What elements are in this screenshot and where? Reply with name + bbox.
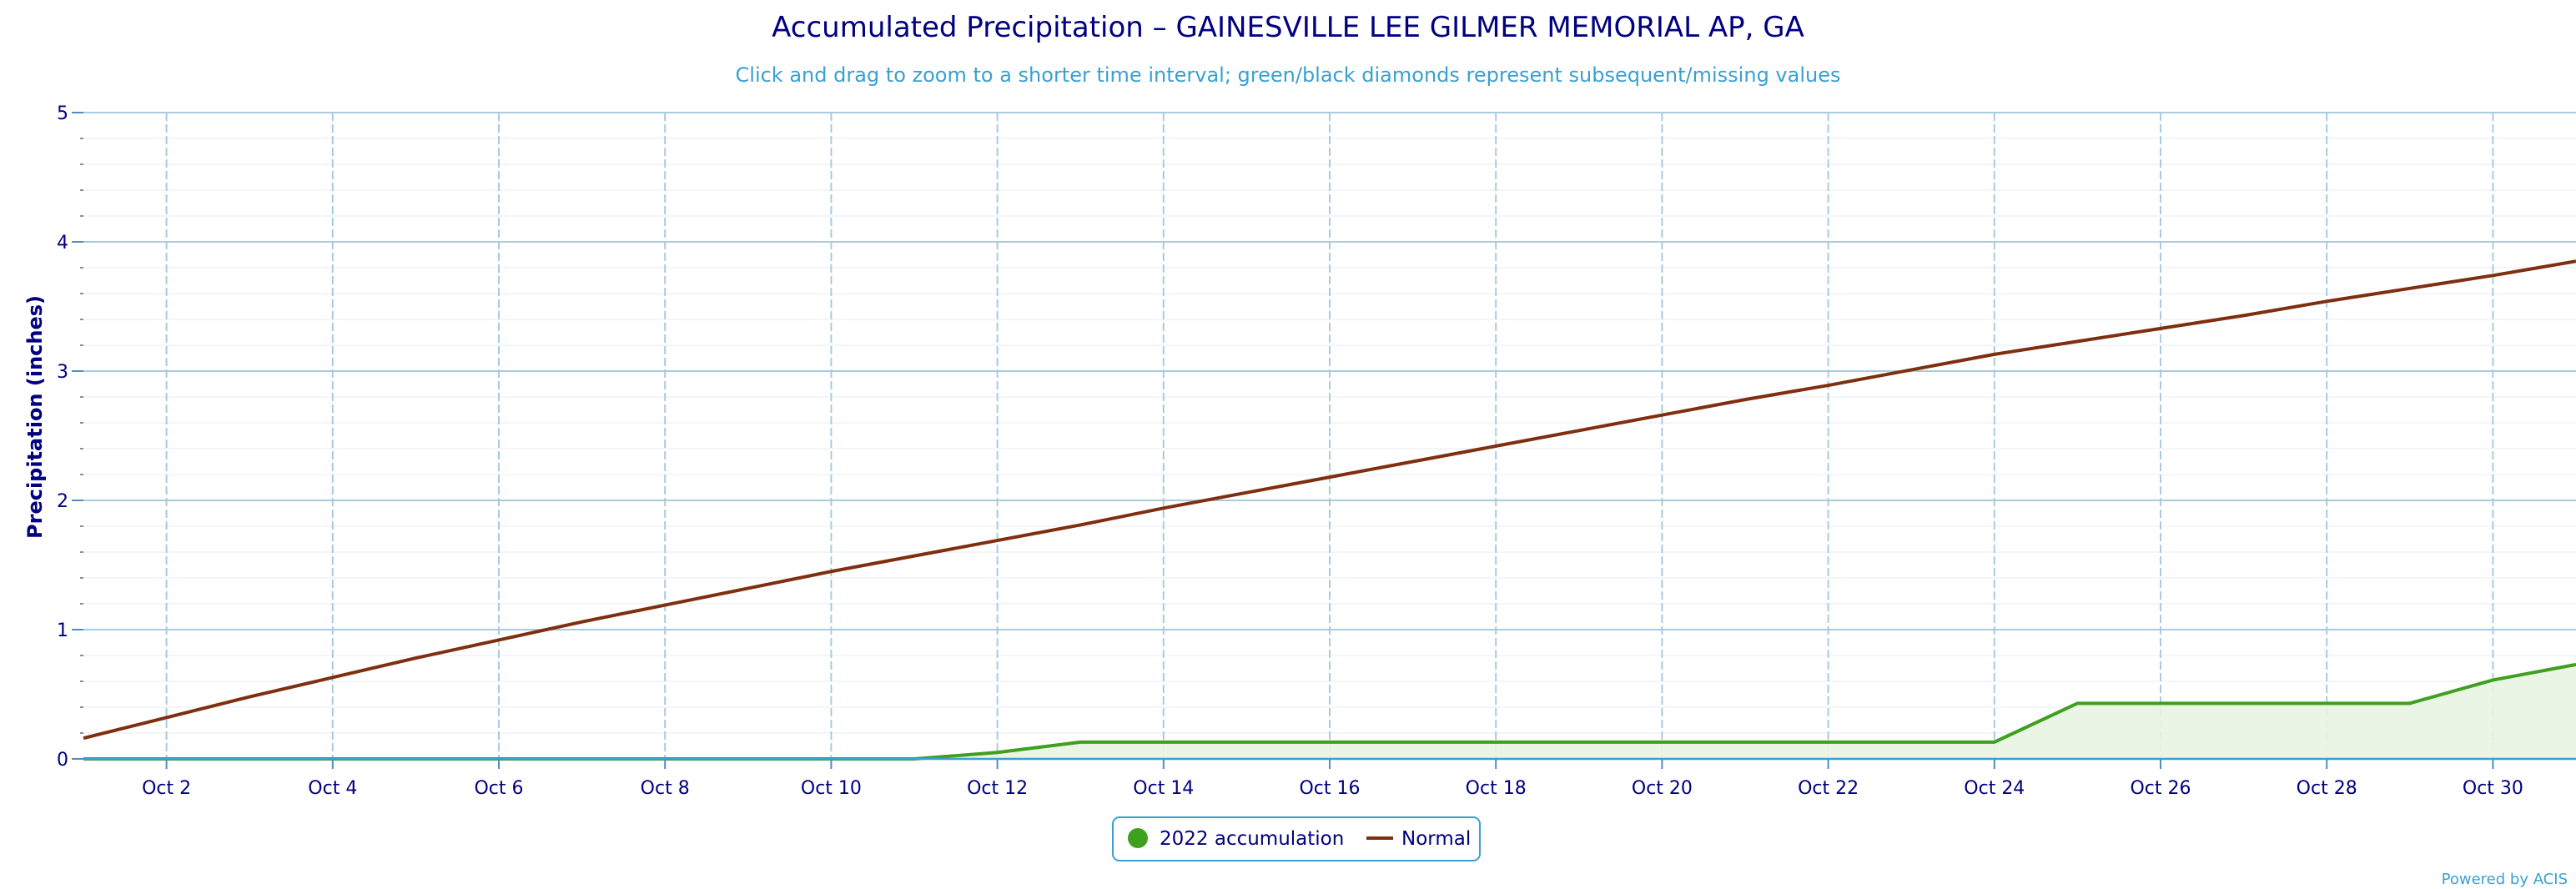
data-point-2022[interactable] [1406, 735, 1421, 750]
data-point-2022[interactable] [1987, 735, 2002, 750]
plot-area[interactable] [76, 254, 2576, 766]
data-point-normal[interactable] [2402, 281, 2418, 296]
legend-box [1112, 816, 1481, 861]
data-point-2022[interactable] [1821, 735, 1836, 750]
data-point-2022[interactable] [1073, 735, 1088, 750]
y-tick-label: 4 [57, 233, 68, 254]
data-point-normal[interactable] [1322, 470, 1337, 485]
series-line-normal[interactable] [83, 259, 2576, 741]
legend[interactable]: 2022 accumulation Normal [1112, 816, 1481, 861]
data-point-normal[interactable] [1073, 517, 1088, 532]
data-point-normal[interactable] [657, 598, 672, 613]
x-tick-label: Oct 24 [1964, 778, 2025, 799]
data-point-normal[interactable] [242, 690, 257, 705]
legend-label-normal: Normal [1401, 828, 1471, 850]
x-tick-label: Oct 14 [1133, 778, 1194, 799]
data-point-normal[interactable] [1738, 392, 1753, 407]
y-tick-label: 5 [57, 103, 68, 124]
data-point-2022[interactable] [1904, 735, 1919, 750]
x-tick-label: Oct 16 [1299, 778, 1360, 799]
y-tick-label: 2 [57, 491, 68, 512]
y-tick-label: 1 [57, 620, 68, 641]
data-point-2022[interactable] [1572, 735, 1587, 750]
data-point-normal[interactable] [990, 533, 1005, 548]
legend-marker-2022 [1128, 828, 1148, 848]
credit-link[interactable]: Powered by ACIS [2442, 871, 2568, 888]
data-point-normal[interactable] [1904, 362, 1919, 377]
x-tick-label: Oct 22 [1798, 778, 1859, 799]
chart-subtitle: Click and drag to zoom to a shorter time… [736, 63, 1841, 87]
data-point-normal[interactable] [1156, 500, 1171, 515]
data-point-normal[interactable] [2568, 254, 2576, 269]
axes: 0 1 2 3 4 5 Oct 2 Oct 4 Oct 6 Oct 8 Oct 10 Oct 12 Oc… [57, 103, 2576, 799]
x-tick-label: Oct 26 [2130, 778, 2191, 799]
x-tick-label: Oct 30 [2463, 778, 2523, 799]
data-point-normal[interactable] [1239, 485, 1254, 500]
data-point-2022[interactable] [990, 745, 1005, 760]
data-point-normal[interactable] [1987, 347, 2002, 362]
data-point-normal[interactable] [741, 580, 756, 595]
x-tick-label: Oct 28 [2297, 778, 2357, 799]
data-point-normal[interactable] [1488, 439, 1503, 454]
data-point-normal[interactable] [1654, 408, 1669, 423]
legend-item-normal[interactable]: Normal [1366, 828, 1471, 850]
data-point-normal[interactable] [1572, 423, 1587, 438]
data-point-2022[interactable] [1156, 735, 1171, 750]
data-point-normal[interactable] [2153, 321, 2168, 336]
y-tick-label: 0 [57, 750, 68, 771]
x-tick-label: Oct 4 [308, 778, 357, 799]
data-point-normal[interactable] [823, 564, 838, 579]
x-tick-label: Oct 12 [967, 778, 1028, 799]
data-point-normal[interactable] [907, 549, 922, 564]
grid [83, 112, 2576, 760]
data-point-normal[interactable] [2485, 268, 2500, 283]
data-point-2022[interactable] [2153, 696, 2168, 711]
y-tick-label: 3 [57, 362, 68, 383]
legend-item-2022-accumulation[interactable]: 2022 accumulation [1128, 828, 1344, 850]
data-point-normal[interactable] [1406, 455, 1421, 470]
data-point-2022[interactable] [2402, 696, 2418, 711]
y-axis-label: Precipitation (inches) [23, 295, 47, 539]
data-point-2022[interactable] [2485, 672, 2500, 687]
data-point-normal[interactable] [2236, 308, 2251, 323]
chart-title: Accumulated Precipitation – GAINESVILLE … [772, 11, 1804, 44]
data-point-2022[interactable] [1738, 735, 1753, 750]
data-point-normal[interactable] [1821, 378, 1836, 393]
data-point-normal[interactable] [575, 615, 590, 630]
x-tick-label: Oct 2 [142, 778, 191, 799]
x-tick-label: Oct 8 [641, 778, 690, 799]
data-point-2022[interactable] [1239, 735, 1254, 750]
data-point-2022[interactable] [2236, 696, 2251, 711]
data-point-2022[interactable] [2070, 696, 2085, 711]
data-point-normal[interactable] [408, 650, 423, 665]
data-point-2022[interactable] [1654, 735, 1669, 750]
x-tick-label: Oct 20 [1632, 778, 1693, 799]
data-point-normal[interactable] [2319, 294, 2334, 309]
x-tick-label: Oct 10 [801, 778, 862, 799]
data-point-2022[interactable] [2319, 696, 2334, 711]
data-point-normal[interactable] [2070, 334, 2085, 349]
data-point-2022[interactable] [1322, 735, 1337, 750]
series-area-2022-accumulation [83, 664, 2576, 759]
legend-label-2022: 2022 accumulation [1160, 828, 1344, 850]
x-tick-label: Oct 18 [1466, 778, 1527, 799]
data-point-2022[interactable] [1488, 735, 1503, 750]
data-point-normal[interactable] [325, 670, 340, 685]
x-tick-label: Oct 6 [474, 778, 523, 799]
data-point-normal[interactable] [159, 710, 174, 725]
data-point-normal[interactable] [491, 632, 506, 647]
